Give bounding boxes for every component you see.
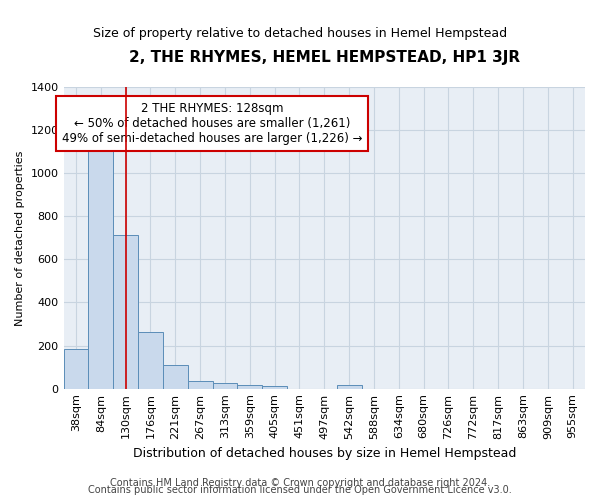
- Text: Size of property relative to detached houses in Hemel Hempstead: Size of property relative to detached ho…: [93, 28, 507, 40]
- Bar: [188, 381, 212, 388]
- Bar: [113, 234, 138, 388]
- Bar: [163, 365, 188, 388]
- Bar: [64, 349, 88, 389]
- Bar: [238, 386, 262, 388]
- Bar: [212, 382, 238, 388]
- Bar: [88, 142, 113, 388]
- Text: 2 THE RHYMES: 128sqm
← 50% of detached houses are smaller (1,261)
49% of semi-de: 2 THE RHYMES: 128sqm ← 50% of detached h…: [62, 102, 362, 145]
- Title: 2, THE RHYMES, HEMEL HEMPSTEAD, HP1 3JR: 2, THE RHYMES, HEMEL HEMPSTEAD, HP1 3JR: [129, 50, 520, 65]
- Text: Contains HM Land Registry data © Crown copyright and database right 2024.: Contains HM Land Registry data © Crown c…: [110, 478, 490, 488]
- Text: Contains public sector information licensed under the Open Government Licence v3: Contains public sector information licen…: [88, 485, 512, 495]
- Y-axis label: Number of detached properties: Number of detached properties: [15, 150, 25, 326]
- Bar: [138, 332, 163, 388]
- Bar: [262, 386, 287, 388]
- X-axis label: Distribution of detached houses by size in Hemel Hempstead: Distribution of detached houses by size …: [133, 447, 516, 460]
- Bar: [337, 386, 362, 388]
